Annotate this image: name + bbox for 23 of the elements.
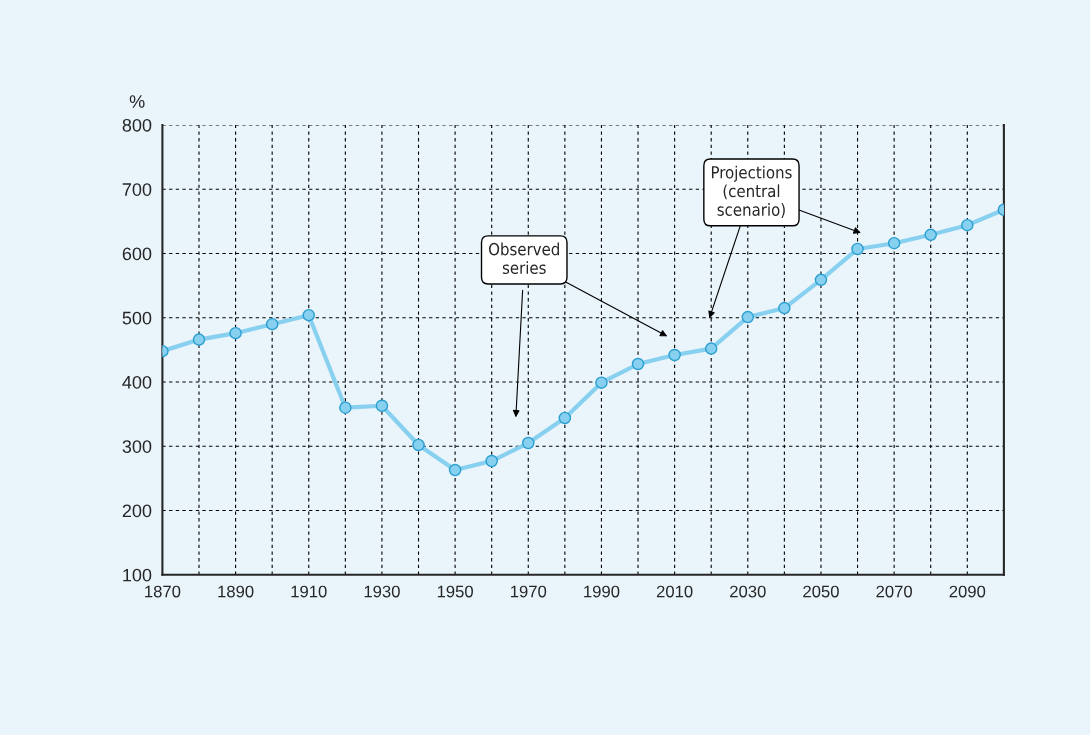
y-tick-label: 200 xyxy=(122,504,152,518)
y-tick-label: 300 xyxy=(122,440,152,453)
x-tick-label: 1870 xyxy=(145,585,181,598)
x-tick-label: 1930 xyxy=(364,585,400,598)
y-axis-title: % xyxy=(129,95,145,108)
annotation: Observed series xyxy=(489,242,559,275)
x-tick-label: 2090 xyxy=(949,585,986,598)
x-tick-label: 1890 xyxy=(218,585,254,598)
x-tick-label: 2030 xyxy=(730,585,766,598)
annotation: Projections (central scenario) xyxy=(711,165,792,218)
y-tick-label: 800 xyxy=(122,118,152,132)
x-tick-label: 1910 xyxy=(291,585,327,598)
x-tick-label: 2010 xyxy=(656,585,693,598)
x-tick-label: 1950 xyxy=(437,585,473,598)
x-tick-label: 2050 xyxy=(803,585,839,598)
y-tick-label: 400 xyxy=(122,375,152,389)
y-tick-label: 500 xyxy=(122,311,152,325)
x-tick-label: 1990 xyxy=(584,585,620,598)
x-tick-label: 1970 xyxy=(511,585,547,598)
x-tick-label: 2070 xyxy=(876,585,913,598)
y-tick-label: 600 xyxy=(122,247,152,261)
y-tick-label: 100 xyxy=(123,568,152,582)
y-tick-label: 700 xyxy=(122,183,152,196)
